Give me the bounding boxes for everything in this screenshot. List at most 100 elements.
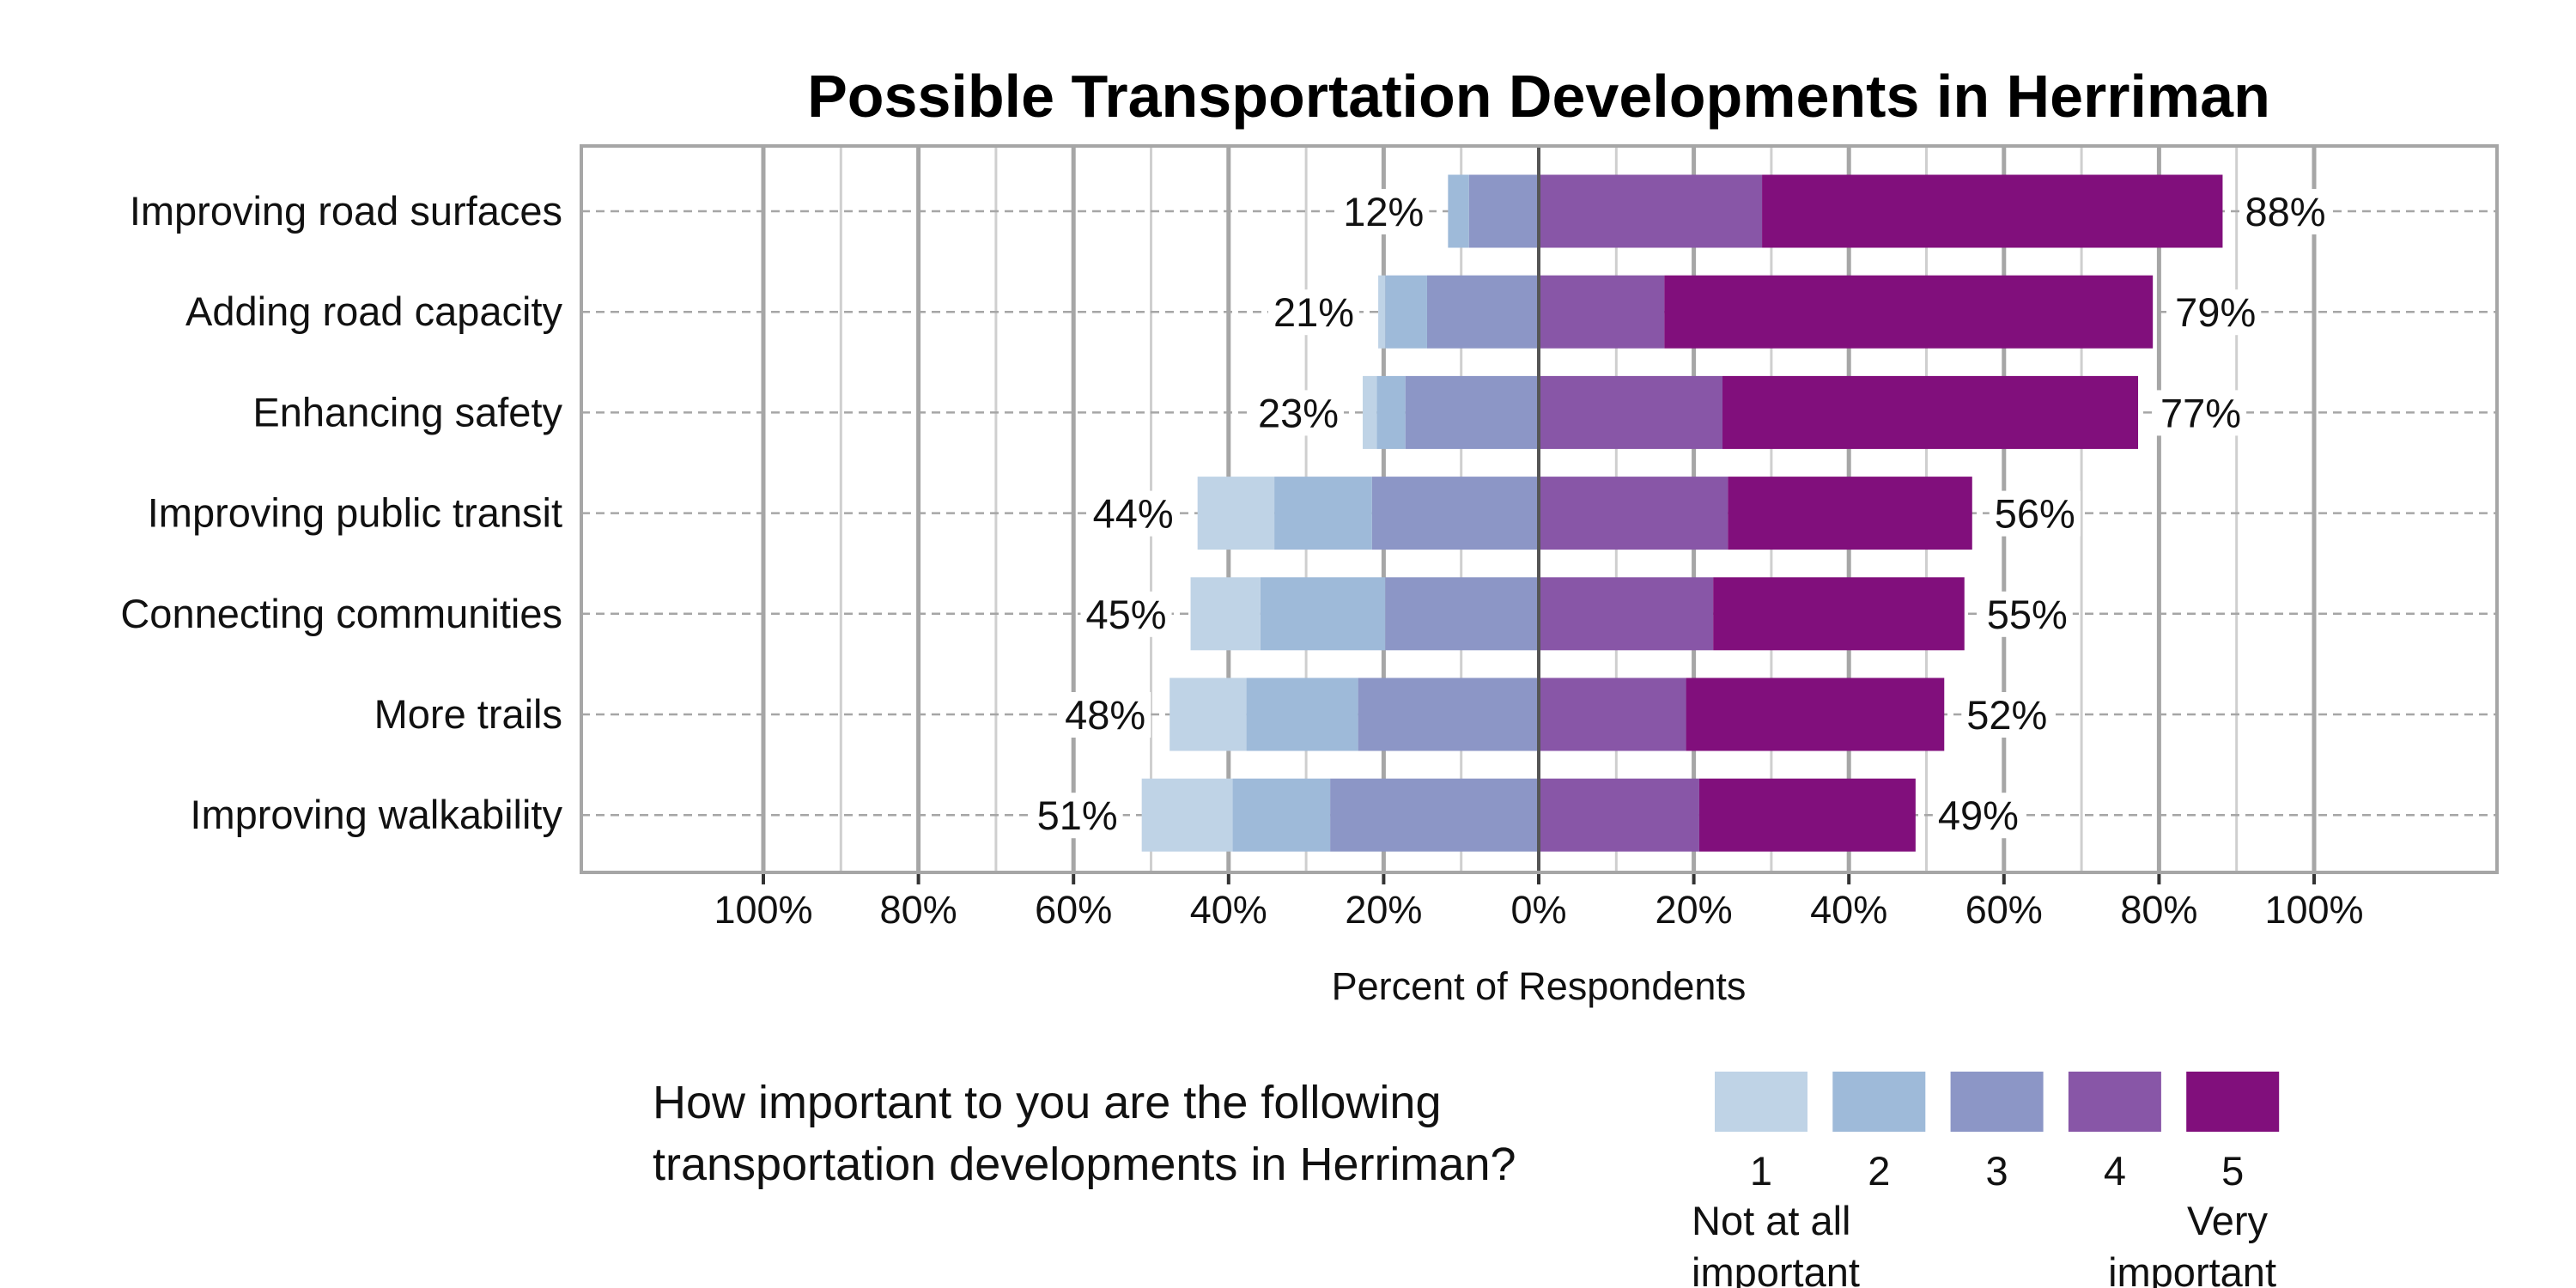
legend-label-4: 4	[2104, 1148, 2126, 1194]
category-label: Improving public transit	[148, 490, 562, 536]
x-tick-label: 60%	[1035, 888, 1112, 932]
bar-segment-2	[1260, 577, 1386, 651]
bars	[1141, 174, 2223, 852]
bar-segment-5	[1722, 375, 2139, 449]
bar-segment-2	[1385, 275, 1427, 349]
label-background	[2155, 390, 2247, 436]
bar-segment-4	[1539, 174, 1763, 248]
positive-total-label: 56%	[1995, 491, 2075, 537]
bar-segment-1	[1141, 778, 1233, 852]
negative-total-label: 12%	[1343, 189, 1424, 234]
x-tick-label: 40%	[1190, 888, 1267, 932]
negative-total-label: 44%	[1093, 491, 1174, 537]
bar-segment-5	[1728, 477, 1972, 550]
bar-segment-4	[1539, 375, 1723, 449]
positive-total-label: 49%	[1938, 793, 2019, 838]
negative-total-label: 45%	[1085, 592, 1166, 637]
category-label: Improving walkability	[190, 792, 562, 837]
x-tick-labels: 100% 80% 60% 40% 20% 0% 20% 40% 60% 80% 100%	[714, 888, 2363, 932]
x-tick-label: 80%	[880, 888, 957, 932]
legend-label-1: 1	[1750, 1148, 1772, 1194]
category-labels: Improving road surfaces Adding road capac…	[120, 188, 562, 837]
negative-total-label: 48%	[1065, 692, 1145, 738]
legend-label-3: 3	[1986, 1148, 2008, 1194]
chart-title: Possible Transportation Developments in …	[807, 63, 2270, 130]
label-background	[1932, 793, 2024, 839]
legend-title-line-2: transportation developments in Herriman?	[653, 1139, 1516, 1190]
bar-segment-4	[1539, 477, 1728, 550]
x-tick-label: 40%	[1810, 888, 1887, 932]
positive-total-label: 55%	[1987, 592, 2068, 637]
label-background	[2170, 289, 2262, 336]
label-background	[1338, 189, 1430, 234]
x-axis-title: Percent of Respondents	[1332, 964, 1747, 1008]
legend-low-label-line-2: important	[1692, 1249, 1860, 1288]
bar-segment-2	[1274, 477, 1372, 550]
negative-total-label: 23%	[1258, 390, 1339, 435]
legend-swatch-5	[2186, 1072, 2280, 1132]
bar-segment-2	[1376, 375, 1406, 449]
bar-segment-5	[1686, 677, 1945, 751]
bar-segment-3	[1358, 677, 1539, 751]
positive-total-label: 52%	[1966, 692, 2047, 738]
bar-segment-5	[1713, 577, 1965, 651]
label-background	[2239, 189, 2331, 234]
bar-segment-4	[1539, 778, 1699, 852]
negative-total-label: 21%	[1273, 289, 1354, 335]
bar-segment-3	[1330, 778, 1539, 852]
legend-high-label-line-2: important	[2108, 1249, 2276, 1288]
legend-low-label-line-1: Not at all	[1692, 1198, 1850, 1243]
category-label: More trails	[374, 691, 562, 737]
data-labels: 12% 88% 21% 79% 23% 77% 44% 56% 45% 55% 48% 52% 51% 4…	[1031, 189, 2331, 839]
positive-total-label: 79%	[2175, 289, 2256, 335]
category-label: Improving road surfaces	[130, 188, 562, 234]
x-tick-label: 60%	[1965, 888, 2043, 932]
x-tick-label: 0%	[1510, 888, 1566, 932]
legend-label-2: 2	[1868, 1148, 1890, 1194]
label-background	[1961, 692, 2053, 738]
positive-total-label: 88%	[2245, 189, 2325, 234]
bar-segment-1	[1378, 275, 1386, 349]
x-tick-label: 20%	[1656, 888, 1733, 932]
positive-total-label: 77%	[2160, 390, 2241, 435]
category-label: Connecting communities	[120, 591, 562, 636]
bar-segment-3	[1426, 275, 1539, 349]
label-background	[1989, 490, 2081, 537]
bar-segment-2	[1246, 677, 1358, 751]
bar-segment-5	[1664, 275, 2154, 349]
bar-segment-4	[1539, 677, 1686, 751]
bar-segment-1	[1363, 375, 1377, 449]
label-background	[1268, 289, 1360, 336]
label-background	[1031, 793, 1123, 839]
x-tick-label: 100%	[2264, 888, 2363, 932]
label-background	[1080, 591, 1172, 637]
legend-label-5: 5	[2221, 1148, 2244, 1194]
label-background	[1981, 591, 2073, 637]
bar-segment-4	[1539, 275, 1665, 349]
bar-segment-3	[1405, 375, 1539, 449]
bar-segment-4	[1539, 577, 1714, 651]
label-background	[1060, 692, 1151, 738]
x-tick-label: 100%	[714, 888, 812, 932]
legend-title-line-1: How important to you are the following	[653, 1077, 1441, 1128]
bar-segment-5	[1762, 174, 2223, 248]
x-tick-label: 20%	[1345, 888, 1422, 932]
bar-segment-1	[1190, 577, 1261, 651]
x-tick-label: 80%	[2120, 888, 2197, 932]
bar-segment-1	[1170, 677, 1247, 751]
category-label: Adding road capacity	[185, 289, 562, 334]
legend-swatch-3	[1950, 1072, 2044, 1132]
bar-segment-3	[1371, 477, 1539, 550]
bar-segment-1	[1197, 477, 1275, 550]
bar-segment-2	[1232, 778, 1331, 852]
legend-items: 1 2 3 4 5	[1715, 1072, 2280, 1194]
legend-swatch-2	[1832, 1072, 1926, 1132]
bar-segment-3	[1385, 577, 1539, 651]
bar-segment-2	[1448, 174, 1469, 248]
legend-high-label-line-1: Very	[2187, 1198, 2269, 1243]
plot-frame	[580, 144, 2499, 874]
label-background	[1087, 490, 1179, 537]
negative-total-label: 51%	[1037, 793, 1118, 838]
category-label: Enhancing safety	[252, 389, 562, 434]
